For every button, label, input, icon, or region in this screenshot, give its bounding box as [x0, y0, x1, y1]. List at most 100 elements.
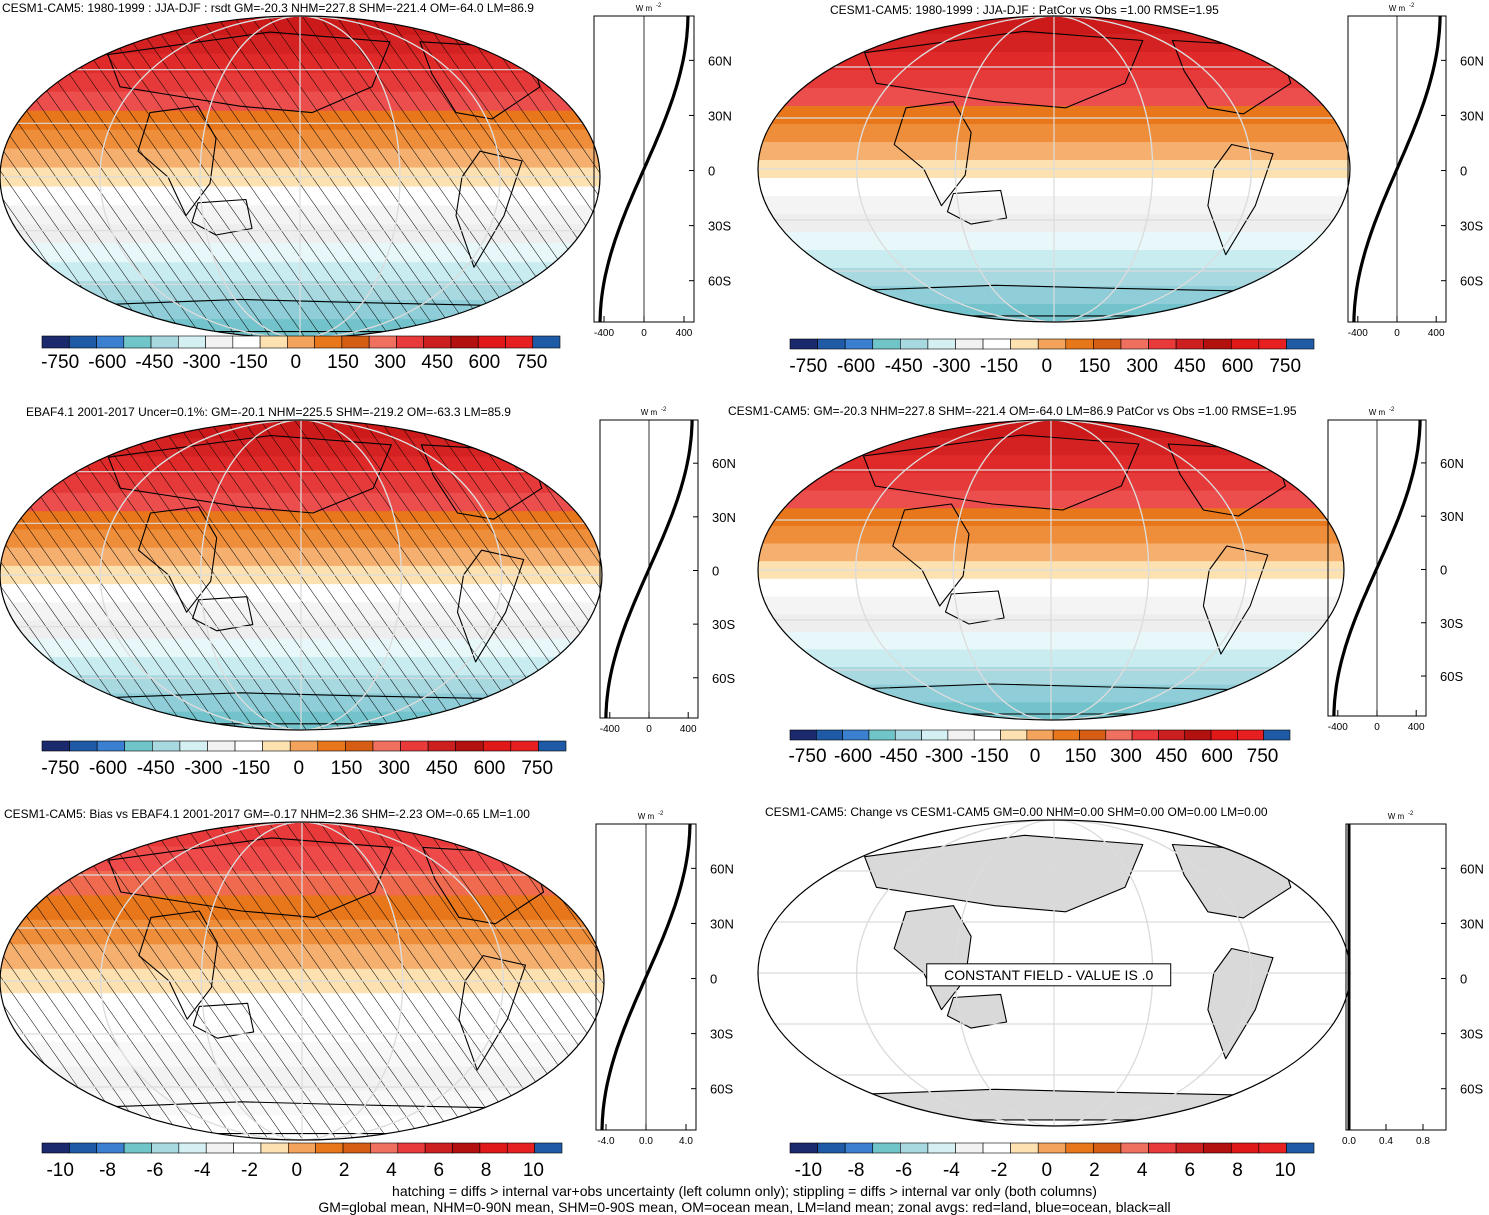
zonal-units-exponent: -2: [1409, 3, 1415, 9]
constant-field-label: CONSTANT FIELD - VALUE IS .0: [944, 967, 1153, 983]
colorbar-swatch: [41, 1142, 70, 1154]
land-outline: [191, 198, 253, 236]
colorbar-swatch: [341, 335, 370, 349]
colorbar-tick-label: 0: [293, 758, 304, 779]
land-outline: [828, 1088, 1262, 1121]
colorbar-p3: -750 -600 -450 -300 -150 0 150 300 450 600 750: [41, 740, 567, 779]
colorbar-swatch: [123, 1142, 152, 1154]
colorbar-swatch: [396, 335, 424, 349]
colorbar-swatch: [233, 1142, 262, 1154]
zonal-units-label: W m: [638, 812, 655, 821]
zonal-x-label: 0: [646, 724, 652, 735]
colorbar-swatch: [900, 1142, 929, 1154]
zonal-lat-label: 60N: [712, 456, 736, 471]
zonal-lat-label: 60S: [712, 671, 735, 686]
zonal-lat-label: 60S: [1460, 274, 1483, 289]
colorbar-swatch: [894, 729, 922, 741]
footer-line-2: GM=global mean, NHM=0-90N mean, SHM=0-90…: [318, 1199, 1171, 1215]
zonal-lat-label: 60N: [1460, 861, 1484, 876]
land-outline: [862, 434, 1140, 511]
colorbar-swatch: [872, 338, 901, 350]
zonal-x-label: 0.0: [639, 1136, 653, 1147]
zonal-lat-label: 60N: [708, 53, 732, 68]
colorbar-swatch: [1065, 1142, 1094, 1154]
zonal-x-label: 0.0: [1342, 1136, 1356, 1147]
colorbar-swatch: [1079, 729, 1107, 741]
graticule: [0, 822, 604, 1140]
colorbar-swatch: [179, 740, 208, 752]
zonal-lat-label: 0: [710, 972, 717, 987]
colorbar-swatch: [41, 740, 70, 752]
colorbar-tick-label: 600: [1201, 746, 1233, 767]
zonal-units-label: W m: [636, 4, 653, 13]
zonal-lat-label: 30N: [1460, 108, 1484, 123]
colorbar-swatch: [868, 729, 896, 741]
colorbar-swatch: [534, 1142, 563, 1154]
colorbar-tick-label: -450: [879, 746, 917, 767]
colorbar-tick-label: -10: [795, 1160, 822, 1181]
colorbar-swatch: [973, 729, 1001, 741]
colorbar-swatch: [1286, 1142, 1315, 1154]
land-outline: [108, 837, 394, 918]
colorbar-p2: -750 -600 -450 -300 -150 0 150 300 450 600 750: [789, 338, 1315, 377]
zonal-units-exponent: -2: [661, 407, 667, 413]
zonal-lat-label: 0: [1460, 164, 1467, 179]
land-outline: [893, 101, 972, 207]
zonal-plot-p1: W m -2 60N 30N 0 30S 60S -400 0 400: [593, 3, 732, 339]
graticule: [0, 16, 600, 338]
colorbar-swatch: [1263, 729, 1291, 741]
land-outline: [892, 503, 970, 607]
map-border: [0, 821, 605, 1141]
colorbar-swatch: [789, 1142, 818, 1154]
colorbar-tick-label: -300: [932, 356, 970, 377]
colorbar-swatch: [1175, 1142, 1204, 1154]
graticule-meridian: [856, 16, 1252, 322]
colorbar-swatch: [152, 740, 181, 752]
zonal-curve-all: [604, 419, 694, 719]
colorbar-tick-label: 0: [291, 352, 302, 373]
colorbar-swatch: [69, 740, 98, 752]
colorbar-swatch: [927, 1142, 956, 1154]
colorbar-swatch: [342, 1142, 371, 1154]
colorbar-tick-label: 6: [1185, 1160, 1196, 1181]
zonal-plot-p5: W m -2 60N 30N 0 30S 60S -4.0 0.0 4.0: [595, 811, 734, 1147]
colorbar-tick-label: 150: [327, 352, 359, 373]
zonal-x-label: 0.8: [1416, 1136, 1430, 1147]
colorbar-p6: -10 -8 -6 -4 -2 0 2 4 6 8 10: [789, 1142, 1315, 1181]
graticule-meridian: [200, 822, 404, 1140]
zonal-x-label: -400: [594, 328, 614, 339]
colorbar-tick-label: 8: [481, 1160, 492, 1181]
colorbar-swatch: [1010, 1142, 1039, 1154]
colorbar-tick-label: -600: [837, 356, 875, 377]
constant-field-box: [926, 963, 1172, 987]
land-outline: [192, 1002, 255, 1039]
colorbar-tick-label: -750: [788, 746, 826, 767]
colorbar-tick-label: -750: [789, 356, 827, 377]
colorbar-swatch: [872, 1142, 901, 1154]
zonal-lat-label: 30N: [712, 510, 736, 525]
colorbar-tick-label: 600: [1222, 356, 1254, 377]
colorbar-tick-label: -300: [183, 352, 221, 373]
map-p6: CONSTANT FIELD - VALUE IS .0: [757, 819, 1351, 1127]
zonal-lat-label: 30S: [708, 219, 731, 234]
graticule-meridian: [952, 420, 1150, 720]
colorbar-swatch: [205, 1142, 234, 1154]
zonal-x-label: 0: [641, 328, 647, 339]
colorbar-swatch: [1158, 729, 1186, 741]
map-p5: [0, 821, 605, 1141]
zonal-plot-p2: W m -2 60N 30N 0 30S 60S -400 0 400: [1347, 3, 1484, 339]
colorbar-tick-label: 450: [1156, 746, 1188, 767]
zonal-lat-label: 30S: [1440, 616, 1463, 631]
colorbar-swatch: [400, 740, 429, 752]
zonal-curve-all: [598, 15, 690, 323]
colorbar-tick-label: 450: [426, 758, 458, 779]
colorbar-tick-label: 150: [331, 758, 363, 779]
colorbar-swatch: [479, 1142, 508, 1154]
land-outline: [107, 434, 392, 514]
graticule-meridian: [99, 420, 503, 730]
colorbar-swatch: [317, 740, 346, 752]
colorbar-tick-label: -2: [241, 1160, 258, 1181]
colorbar-swatch: [506, 1142, 535, 1154]
colorbar-swatch: [452, 1142, 481, 1154]
colorbar-swatch: [287, 335, 315, 349]
